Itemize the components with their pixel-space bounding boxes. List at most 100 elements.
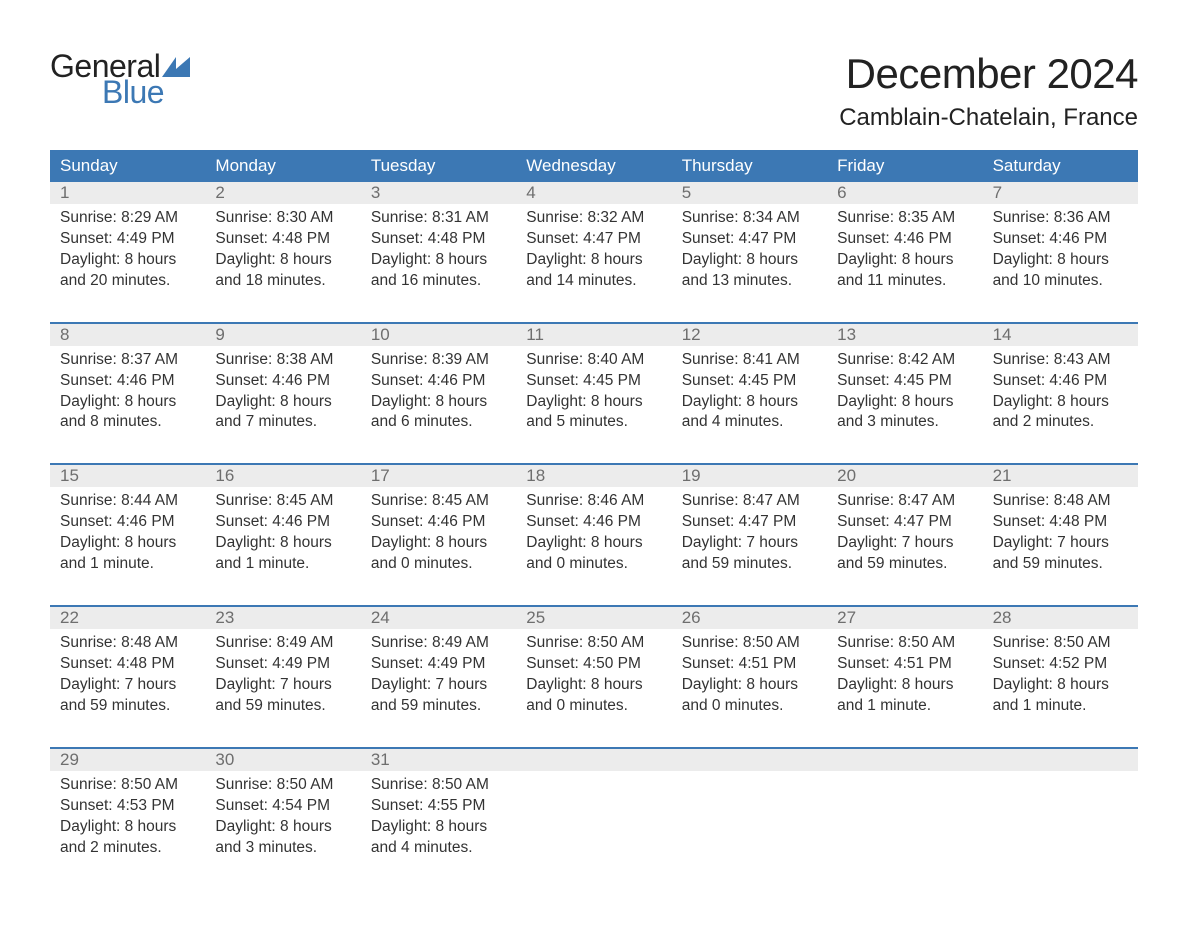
- day-cells-row: Sunrise: 8:44 AMSunset: 4:46 PMDaylight:…: [50, 487, 1138, 605]
- sunrise-line: Sunrise: 8:38 AM: [215, 350, 350, 371]
- daylight-line: Daylight: 8 hours: [682, 392, 817, 413]
- sunrise-line: Sunrise: 8:50 AM: [682, 633, 817, 654]
- day-number: 2: [205, 182, 360, 204]
- daylight-line: Daylight: 8 hours: [526, 675, 661, 696]
- day-cell: Sunrise: 8:50 AMSunset: 4:53 PMDaylight:…: [50, 771, 205, 889]
- daylight-line: Daylight: 8 hours: [215, 817, 350, 838]
- sunset-line: Sunset: 4:46 PM: [371, 371, 506, 392]
- daylight-line: Daylight: 8 hours: [215, 250, 350, 271]
- day-cell: Sunrise: 8:35 AMSunset: 4:46 PMDaylight:…: [827, 204, 982, 322]
- daylight-line: and 59 minutes.: [215, 696, 350, 717]
- day-cell: Sunrise: 8:31 AMSunset: 4:48 PMDaylight:…: [361, 204, 516, 322]
- day-cell: Sunrise: 8:36 AMSunset: 4:46 PMDaylight:…: [983, 204, 1138, 322]
- day-number: 19: [672, 465, 827, 487]
- sunset-line: Sunset: 4:49 PM: [60, 229, 195, 250]
- day-number: 9: [205, 324, 360, 346]
- daylight-line: and 3 minutes.: [837, 412, 972, 433]
- day-number: 1: [50, 182, 205, 204]
- daylight-line: Daylight: 8 hours: [60, 817, 195, 838]
- sunset-line: Sunset: 4:53 PM: [60, 796, 195, 817]
- day-number: 18: [516, 465, 671, 487]
- day-cell: Sunrise: 8:47 AMSunset: 4:47 PMDaylight:…: [672, 487, 827, 605]
- day-number: [983, 749, 1138, 771]
- daylight-line: and 2 minutes.: [993, 412, 1128, 433]
- header: General Blue December 2024 Camblain-Chat…: [50, 50, 1138, 132]
- daylight-line: Daylight: 8 hours: [371, 533, 506, 554]
- sunrise-line: Sunrise: 8:47 AM: [682, 491, 817, 512]
- day-cell: Sunrise: 8:50 AMSunset: 4:51 PMDaylight:…: [672, 629, 827, 747]
- daylight-line: and 59 minutes.: [837, 554, 972, 575]
- sunset-line: Sunset: 4:48 PM: [993, 512, 1128, 533]
- sunset-line: Sunset: 4:46 PM: [215, 371, 350, 392]
- daylight-line: Daylight: 7 hours: [837, 533, 972, 554]
- daylight-line: Daylight: 8 hours: [60, 533, 195, 554]
- sunrise-line: Sunrise: 8:34 AM: [682, 208, 817, 229]
- day-number: [516, 749, 671, 771]
- sunset-line: Sunset: 4:48 PM: [371, 229, 506, 250]
- day-cell: Sunrise: 8:40 AMSunset: 4:45 PMDaylight:…: [516, 346, 671, 464]
- day-cell: Sunrise: 8:47 AMSunset: 4:47 PMDaylight:…: [827, 487, 982, 605]
- sunrise-line: Sunrise: 8:40 AM: [526, 350, 661, 371]
- day-cell: Sunrise: 8:50 AMSunset: 4:50 PMDaylight:…: [516, 629, 671, 747]
- day-number: 20: [827, 465, 982, 487]
- daylight-line: Daylight: 8 hours: [371, 817, 506, 838]
- sunrise-line: Sunrise: 8:48 AM: [60, 633, 195, 654]
- sunset-line: Sunset: 4:45 PM: [682, 371, 817, 392]
- sunrise-line: Sunrise: 8:47 AM: [837, 491, 972, 512]
- sunrise-line: Sunrise: 8:42 AM: [837, 350, 972, 371]
- day-cell: [672, 771, 827, 889]
- day-number: 13: [827, 324, 982, 346]
- sunset-line: Sunset: 4:46 PM: [60, 512, 195, 533]
- daylight-line: Daylight: 7 hours: [60, 675, 195, 696]
- day-number: 27: [827, 607, 982, 629]
- day-cell: Sunrise: 8:43 AMSunset: 4:46 PMDaylight:…: [983, 346, 1138, 464]
- day-number-row: 891011121314: [50, 324, 1138, 346]
- daylight-line: and 2 minutes.: [60, 838, 195, 859]
- daylight-line: Daylight: 8 hours: [682, 675, 817, 696]
- brand-logo: General Blue: [50, 50, 190, 108]
- daylight-line: and 3 minutes.: [215, 838, 350, 859]
- daylight-line: and 59 minutes.: [371, 696, 506, 717]
- day-number: 23: [205, 607, 360, 629]
- sunset-line: Sunset: 4:49 PM: [215, 654, 350, 675]
- week-row: 891011121314Sunrise: 8:37 AMSunset: 4:46…: [50, 322, 1138, 464]
- sunrise-line: Sunrise: 8:45 AM: [215, 491, 350, 512]
- daylight-line: and 16 minutes.: [371, 271, 506, 292]
- daylight-line: and 59 minutes.: [60, 696, 195, 717]
- day-number: 28: [983, 607, 1138, 629]
- day-number-row: 22232425262728: [50, 607, 1138, 629]
- day-cell: [827, 771, 982, 889]
- daylight-line: Daylight: 8 hours: [215, 392, 350, 413]
- day-number: 10: [361, 324, 516, 346]
- day-number: 6: [827, 182, 982, 204]
- daylight-line: and 8 minutes.: [60, 412, 195, 433]
- sunrise-line: Sunrise: 8:37 AM: [60, 350, 195, 371]
- day-cells-row: Sunrise: 8:50 AMSunset: 4:53 PMDaylight:…: [50, 771, 1138, 889]
- day-cells-row: Sunrise: 8:48 AMSunset: 4:48 PMDaylight:…: [50, 629, 1138, 747]
- daylight-line: Daylight: 8 hours: [837, 392, 972, 413]
- day-cells-row: Sunrise: 8:37 AMSunset: 4:46 PMDaylight:…: [50, 346, 1138, 464]
- sunset-line: Sunset: 4:46 PM: [993, 229, 1128, 250]
- day-number: 17: [361, 465, 516, 487]
- daylight-line: Daylight: 8 hours: [526, 250, 661, 271]
- day-number: [672, 749, 827, 771]
- daylight-line: Daylight: 7 hours: [215, 675, 350, 696]
- daylight-line: and 59 minutes.: [993, 554, 1128, 575]
- daylight-line: Daylight: 8 hours: [526, 392, 661, 413]
- week-row: 15161718192021Sunrise: 8:44 AMSunset: 4:…: [50, 463, 1138, 605]
- dow-tuesday: Tuesday: [361, 150, 516, 182]
- daylight-line: and 1 minute.: [993, 696, 1128, 717]
- sunrise-line: Sunrise: 8:30 AM: [215, 208, 350, 229]
- day-cell: Sunrise: 8:41 AMSunset: 4:45 PMDaylight:…: [672, 346, 827, 464]
- day-cell: Sunrise: 8:30 AMSunset: 4:48 PMDaylight:…: [205, 204, 360, 322]
- sunrise-line: Sunrise: 8:36 AM: [993, 208, 1128, 229]
- sunset-line: Sunset: 4:46 PM: [60, 371, 195, 392]
- sunrise-line: Sunrise: 8:46 AM: [526, 491, 661, 512]
- daylight-line: and 1 minute.: [837, 696, 972, 717]
- daylight-line: Daylight: 8 hours: [682, 250, 817, 271]
- sunset-line: Sunset: 4:48 PM: [215, 229, 350, 250]
- daylight-line: and 1 minute.: [215, 554, 350, 575]
- day-cell: Sunrise: 8:50 AMSunset: 4:52 PMDaylight:…: [983, 629, 1138, 747]
- location: Camblain-Chatelain, France: [839, 104, 1138, 132]
- sunrise-line: Sunrise: 8:50 AM: [526, 633, 661, 654]
